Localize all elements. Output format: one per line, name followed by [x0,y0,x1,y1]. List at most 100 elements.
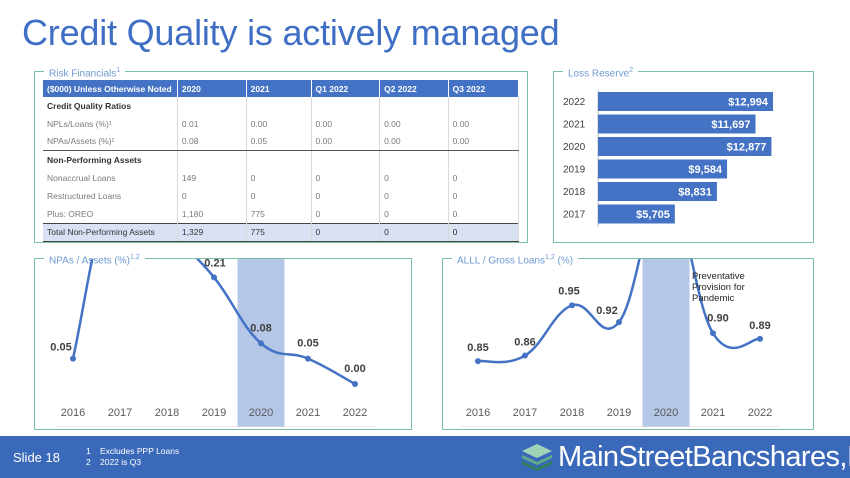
table-cell: 775 [246,204,312,224]
table-cell: 0.00 [311,114,381,133]
data-label: 0.05 [297,338,318,350]
data-label: 0.05 [50,342,71,354]
table-row: Total Non-Performing Assets 1,329 775 0 0 0 [43,222,520,243]
table-cell: 0.00 [246,114,312,133]
table-cell: 0 [311,222,381,243]
row-label: Credit Quality Ratios [43,97,178,115]
x-tick-label: 2016 [61,407,85,419]
data-label: 0.21 [204,259,225,269]
table-cell: 0.00 [311,132,381,152]
table-cell [379,97,449,115]
x-tick-label: 2016 [466,407,490,419]
footnote-1: Excludes PPP Loans [100,446,180,456]
npas-assets-frame [34,258,412,430]
data-point [258,340,264,347]
alll-chart: 0.8520160.8620170.9520180.9220191.162020… [460,259,780,427]
npas-assets-chart: 0.0520160.4420170.3120180.2120190.082020… [50,259,375,427]
table-cell [177,97,247,115]
table-cell: 0 [246,186,312,205]
data-label: 0.89 [749,320,770,332]
table-row: NPAs/Assets (%)¹ 0.08 0.05 0.00 0.00 0.00 [43,132,520,152]
data-point [70,355,76,362]
table-cell [246,150,312,170]
table-row: Credit Quality Ratios [43,97,520,115]
bar-category-label: 2019 [563,165,586,176]
loss-reserve-label: Loss Reserve2 [563,65,639,81]
row-label: Plus: OREO [43,204,178,224]
bar-category-label: 2018 [563,187,586,198]
data-point [305,355,311,362]
data-point [569,302,575,309]
table-cell: 0 [177,186,247,205]
table-cell: 0.00 [379,114,449,133]
row-label: NPAs/Assets (%)¹ [43,132,178,152]
bar [598,114,756,134]
table-cell: 1,329 [177,222,247,243]
bar [598,182,717,201]
bar-category-label: 2022 [563,97,586,108]
data-label: 0.95 [558,285,579,297]
table-cell [177,150,247,170]
bar [598,92,773,111]
bar [598,159,728,179]
data-label: 0.85 [467,342,488,354]
table-cell: 0 [379,169,449,187]
slide-number: Slide 18 [13,450,60,465]
data-point [710,330,716,337]
bar-data-label: $12,877 [727,142,767,154]
row-label: NPLs/Loans (%)¹ [43,114,178,133]
bar [598,137,772,156]
table-header-cell: Q3 2022 [448,80,520,97]
bar-category-label: 2017 [563,210,586,221]
table-cell: 0.01 [177,114,247,133]
data-label: 0.92 [596,305,617,317]
data-point [616,319,622,326]
x-tick-label: 2019 [607,407,631,419]
table-row: Nonaccrual Loans 149 0 0 0 0 [43,169,520,187]
table-cell: 775 [246,222,312,243]
bar-category-label: 2020 [563,142,586,153]
loss-reserve-frame [553,71,814,243]
x-tick-label: 2022 [343,407,367,419]
series-line [477,259,761,364]
bar-category-label: 2021 [563,120,586,131]
table-cell: 0.08 [177,132,247,152]
bar-data-label: $11,697 [711,119,750,131]
data-point [522,352,528,359]
table-cell: 0 [311,169,381,187]
annotation-text: Provision for [692,282,745,293]
row-label: Restructured Loans [43,186,178,205]
footer-bar: Slide 18 1 Excludes PPP Loans 2 2022 is … [0,436,850,478]
table-row: Plus: OREO 1,180 775 0 0 0 [43,204,520,224]
row-label: Total Non-Performing Assets [43,222,178,243]
npas-assets-label: NPAs / Assets (%)1,2 [44,252,145,268]
x-tick-label: 2021 [701,407,725,419]
table-cell [379,150,449,170]
x-tick-label: 2017 [513,407,537,419]
table-cell: 0.00 [379,132,449,152]
risk-financials-frame [34,71,528,243]
highlight-band [642,259,690,427]
table-cell [246,97,312,115]
table-header-cell: 2020 [177,80,247,97]
data-point [352,381,358,387]
table-cell: 0 [448,169,520,187]
alll-label: ALLL / Gross Loans1,2 (%) [452,252,579,268]
data-point [757,335,763,342]
annotation-text: Preventative [692,271,745,282]
table-cell: 0 [448,204,520,224]
loss-reserve-chart: 2022 $12,994 2021 $11,697 2020 $12,877 2019 $9,… [563,90,773,227]
table-cell [311,97,381,115]
risk-financials-label: Risk Financials1 [44,65,126,81]
data-label: 0.08 [250,322,271,334]
table-cell: 0.00 [448,114,520,133]
table-header-cell: 2021 [246,80,312,97]
bar-data-label: $8,831 [678,187,712,199]
table-cell: 0 [379,204,449,224]
data-label: 0.00 [344,363,365,375]
table-cell [311,150,381,170]
table-header-cell: Q1 2022 [311,80,381,97]
table-row: Non-Performing Assets [43,150,520,170]
table-cell: 149 [177,169,247,187]
page-title: Credit Quality is actively managed [22,12,560,53]
